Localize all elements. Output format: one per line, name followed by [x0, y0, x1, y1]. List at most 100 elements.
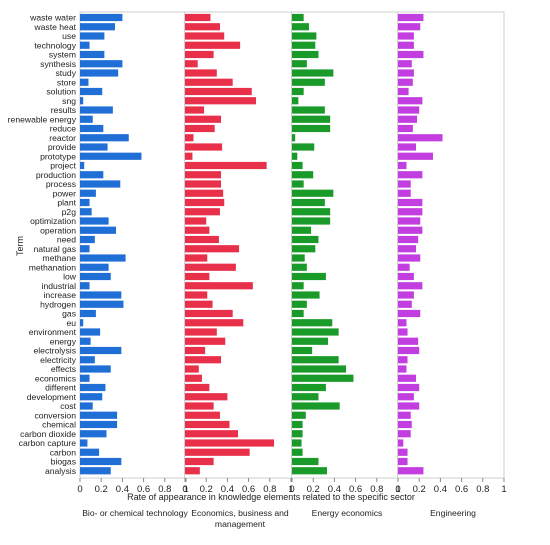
bar [80, 457, 122, 466]
bar [398, 448, 408, 456]
bar [292, 374, 354, 382]
x-tick-label: 0.4 [221, 484, 234, 495]
x-tick-label: 0 [289, 484, 294, 495]
term-label: carbon [50, 447, 76, 457]
bar [398, 235, 419, 244]
bar [80, 152, 142, 160]
bar [398, 97, 423, 105]
bar [292, 309, 304, 318]
facet-label: Energy economics [312, 508, 383, 518]
bar [292, 365, 347, 373]
bar [185, 41, 241, 49]
x-tick-label: 0.8 [476, 484, 489, 495]
bar [292, 69, 334, 77]
bar [80, 402, 93, 410]
bar [398, 457, 408, 466]
bar [80, 245, 90, 253]
bar [292, 346, 313, 355]
bar [80, 383, 106, 392]
term-label: biogas [51, 457, 76, 467]
term-label: economics [35, 373, 76, 383]
bar [292, 32, 317, 40]
bar [80, 87, 103, 96]
term-label: p2g [62, 207, 77, 217]
bar [292, 337, 329, 345]
bar [398, 420, 412, 429]
bar [80, 439, 88, 447]
facet-labels: Bio- or chemical technology Economics, bu… [82, 508, 476, 529]
bar [185, 356, 222, 364]
x-tick-label: 0.8 [370, 484, 383, 495]
term-label: production [36, 170, 76, 180]
bar [292, 134, 296, 142]
bar [398, 411, 411, 419]
term-label: system [49, 50, 76, 60]
term-label: store [57, 77, 76, 87]
bar [80, 300, 124, 308]
x-tick-label: 0.2 [200, 484, 213, 495]
term-label: operation [40, 225, 76, 235]
term-label: different [45, 383, 77, 393]
bar [398, 263, 410, 271]
bar [398, 32, 414, 40]
bar [398, 272, 414, 281]
bar [185, 337, 226, 345]
bar [292, 106, 325, 114]
bar [292, 328, 339, 336]
bar [80, 134, 129, 142]
x-tick-label: 1 [288, 484, 293, 495]
term-label: gas [62, 309, 76, 319]
x-tick-label: 1 [501, 484, 506, 495]
bar [292, 226, 312, 234]
term-label: environment [29, 327, 77, 337]
x-tick-label: 0.6 [137, 484, 150, 495]
bar [185, 69, 217, 77]
term-label: reduce [50, 124, 76, 134]
bar [398, 143, 417, 151]
bar [80, 467, 111, 475]
term-label: sng [62, 96, 76, 106]
bar [398, 198, 423, 207]
bar [185, 13, 211, 22]
bar [398, 208, 423, 216]
bar [185, 383, 210, 392]
term-label: renewable energy [8, 114, 77, 124]
bar [80, 161, 85, 170]
bars-layer [80, 13, 443, 475]
term-label: natural gas [33, 244, 76, 254]
bar [80, 115, 93, 123]
bar [398, 78, 413, 86]
bar [80, 430, 107, 438]
bar [80, 208, 92, 216]
bar [398, 254, 421, 262]
bar [398, 346, 420, 355]
bar [292, 430, 303, 438]
x-tick-label: 1 [395, 484, 400, 495]
bar [292, 439, 302, 447]
x-tick-label: 0.2 [413, 484, 426, 495]
bar [292, 420, 303, 429]
bar [185, 411, 220, 419]
facet-label-line: Energy economics [312, 508, 383, 518]
facet-label-line: Bio- or chemical technology [82, 508, 188, 518]
bar [185, 374, 202, 382]
bar [185, 235, 219, 244]
x-tick-label: 0 [395, 484, 400, 495]
bar [292, 189, 334, 197]
bar [292, 356, 339, 364]
bar [80, 235, 95, 244]
term-label: optimization [30, 216, 76, 226]
bar [398, 50, 424, 59]
bar [185, 161, 267, 170]
bar [292, 143, 315, 151]
bar [292, 152, 298, 160]
bar [185, 291, 208, 299]
term-label: solution [46, 87, 76, 97]
term-label: effects [51, 364, 76, 374]
bar [398, 291, 414, 299]
bar [185, 402, 214, 410]
bar [185, 143, 223, 151]
bar [292, 171, 314, 179]
bar [185, 319, 244, 327]
bar [80, 23, 115, 31]
